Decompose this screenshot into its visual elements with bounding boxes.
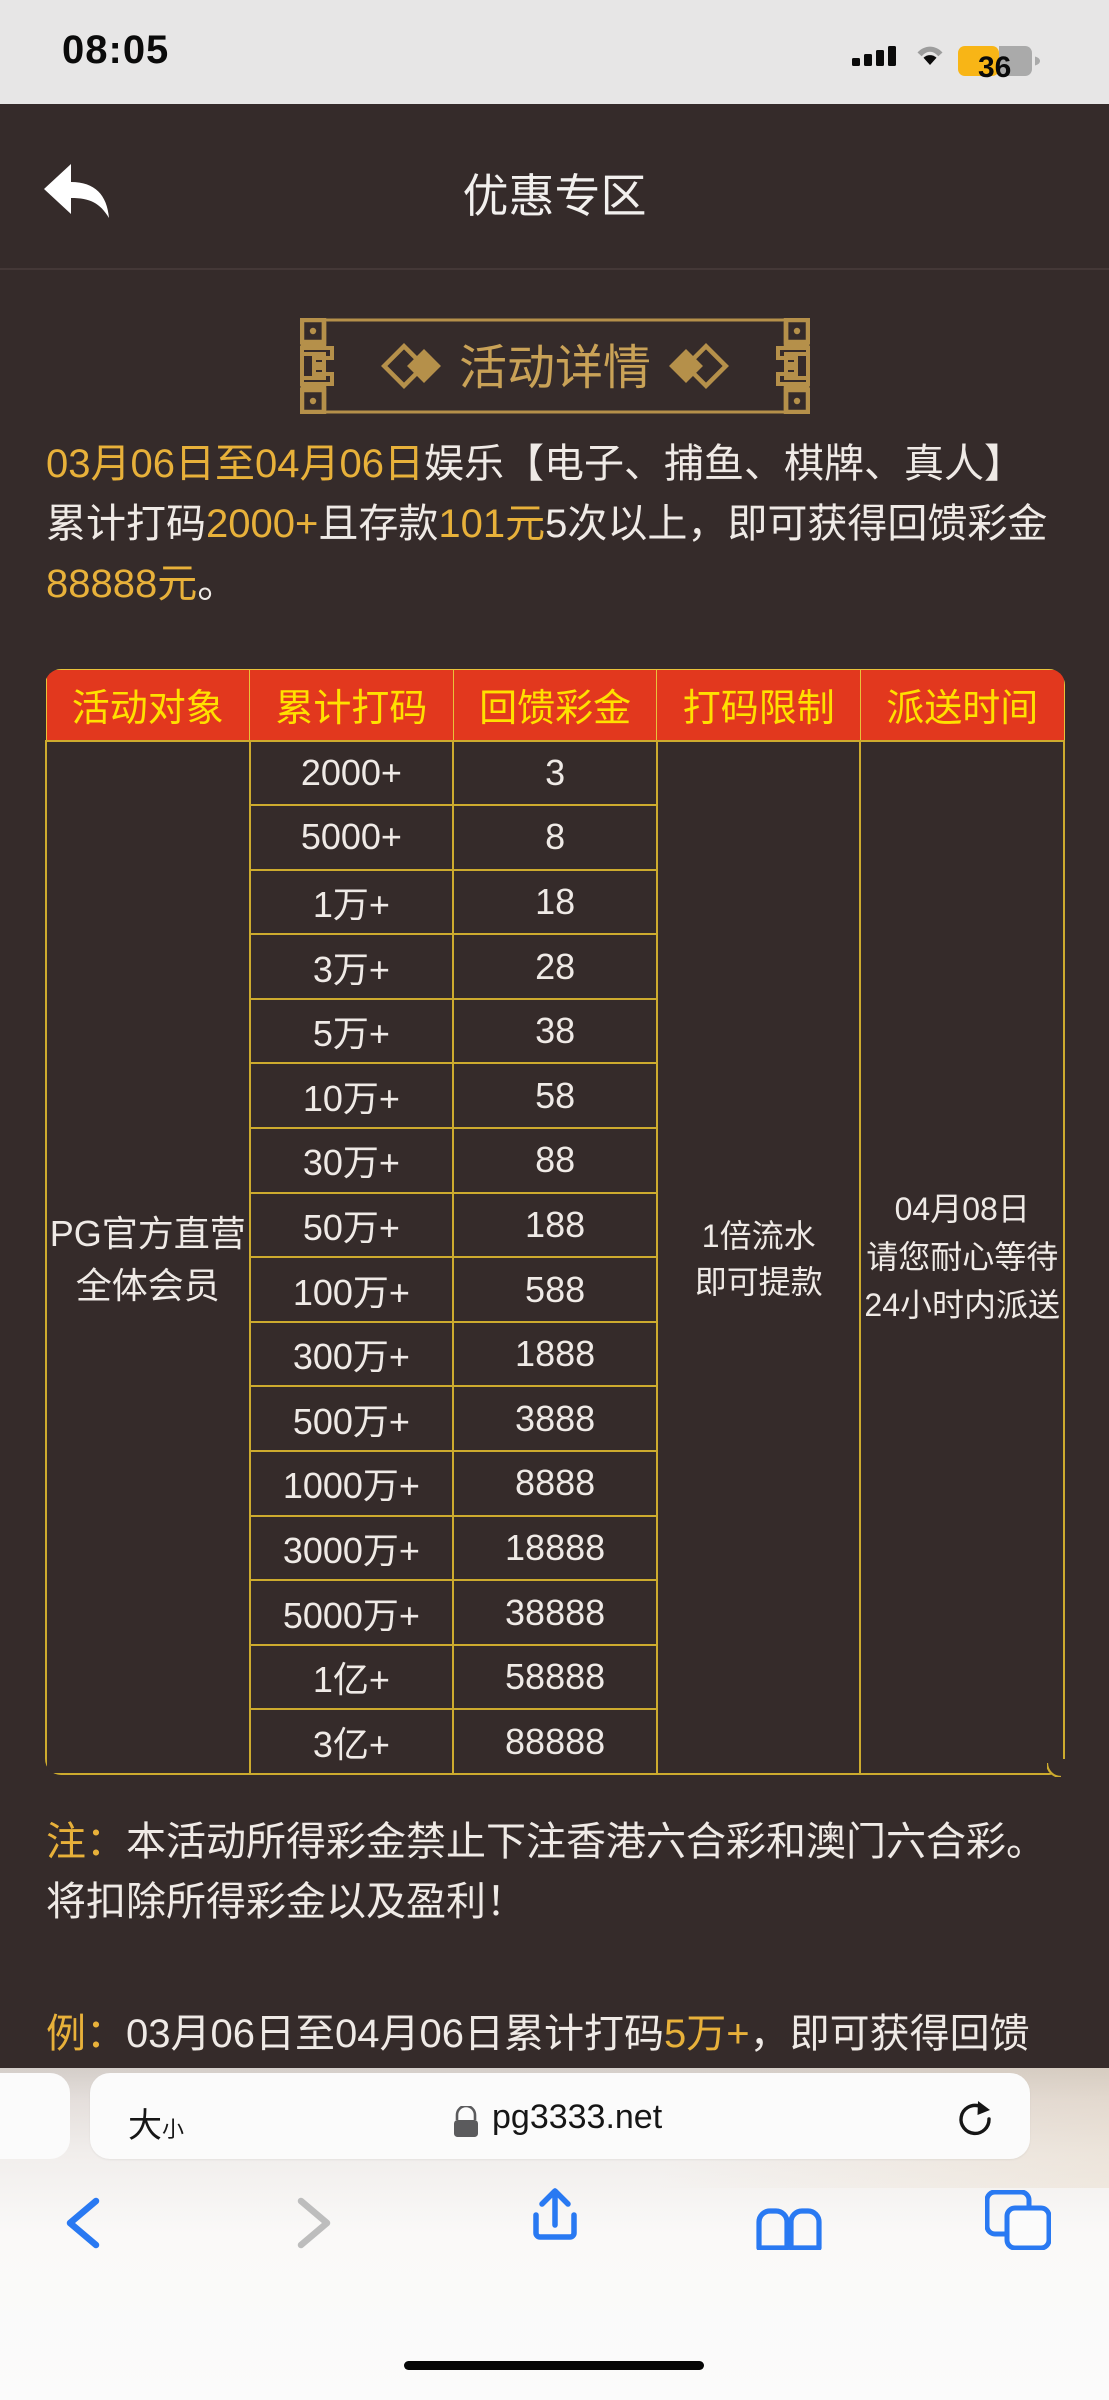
svg-text:活动详情: 活动详情	[459, 342, 651, 395]
